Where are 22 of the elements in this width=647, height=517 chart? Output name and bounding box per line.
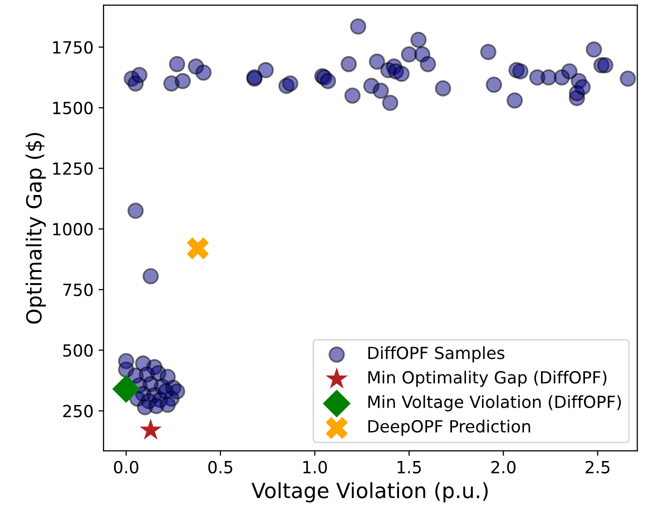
x-tick-label: 0.5 — [208, 460, 232, 474]
legend-label: Min Optimality Gap (DiffOPF) — [368, 370, 606, 387]
x-axis-title: Voltage Violation (p.u.) — [252, 482, 488, 502]
y-tick-label: 1750 — [53, 41, 93, 54]
y-tick-label: 1250 — [53, 162, 93, 175]
y-tick-label: 1000 — [53, 222, 93, 236]
legend-label: DeepOPF Prediction — [368, 420, 530, 436]
x-tick-label: 1.0 — [303, 460, 327, 474]
point — [186, 237, 209, 260]
point — [112, 375, 140, 403]
y-tick-label: 500 — [63, 344, 93, 357]
y-axis-title: Optimality Gap ($) — [26, 132, 46, 324]
x-tick-label: 0.0 — [114, 460, 138, 474]
x-tick-label: 2.5 — [586, 460, 610, 474]
legend-label: DiffOPF Samples — [368, 346, 504, 362]
y-tick-label: 1500 — [53, 102, 93, 114]
y-tick-label: 250 — [63, 404, 93, 418]
x-tick-label: 2.0 — [491, 460, 516, 474]
point — [140, 418, 162, 440]
x-tick-label: 1.5 — [398, 461, 421, 474]
legend-label: Min Voltage Violation (DiffOPF) — [368, 395, 621, 412]
y-tick-label: 750 — [63, 284, 93, 296]
